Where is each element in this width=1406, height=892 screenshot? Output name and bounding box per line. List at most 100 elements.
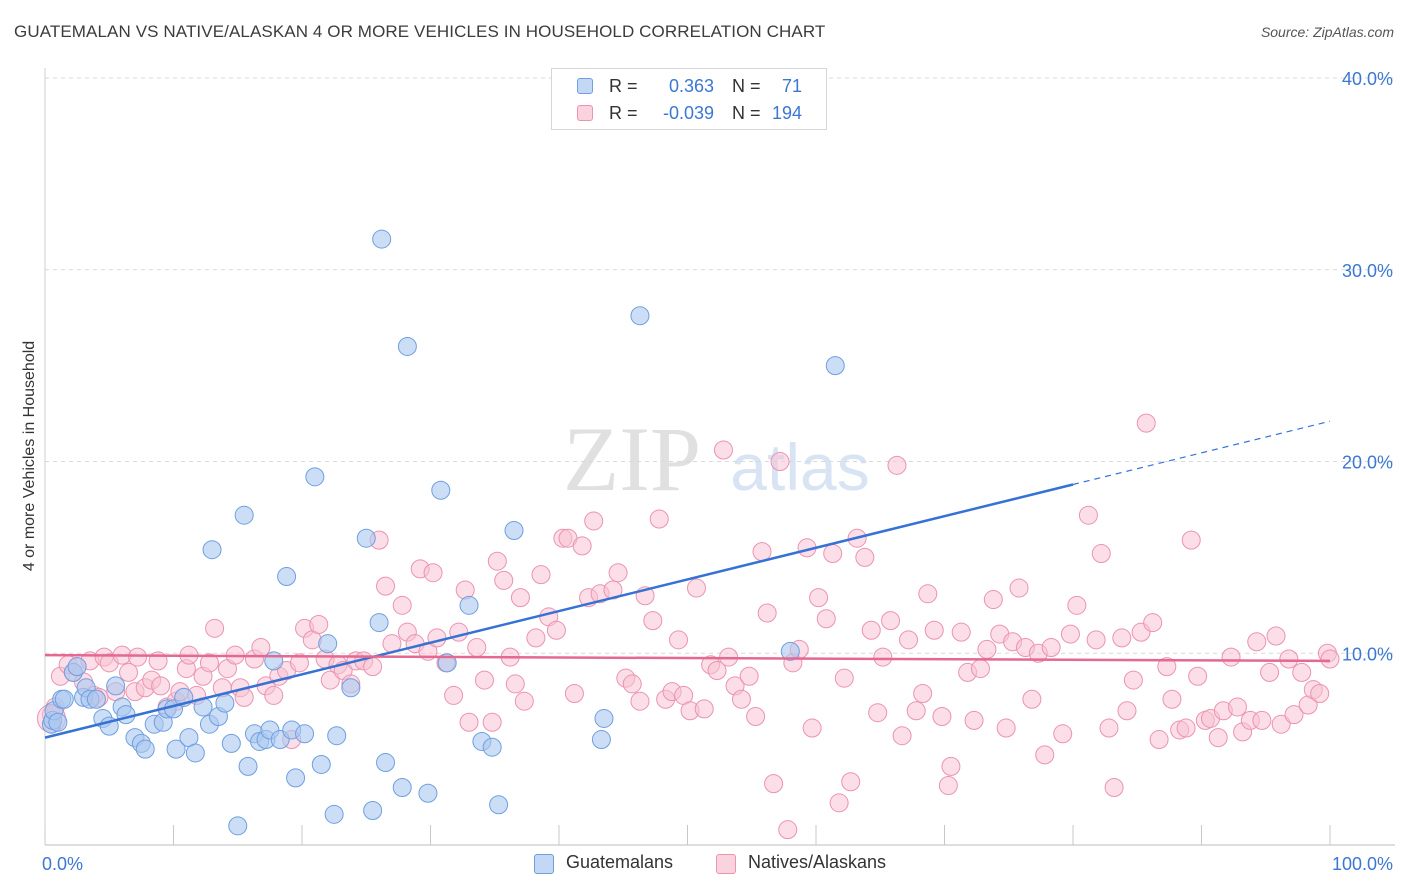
natives-point [1310, 684, 1330, 704]
guatemalans-point [202, 540, 222, 560]
guatemalans-point [106, 676, 126, 696]
natives-point [1123, 670, 1143, 690]
guatemalans-point [825, 356, 845, 376]
natives-point [1320, 649, 1340, 669]
guatemalans-point [221, 733, 241, 753]
natives-point [119, 662, 139, 682]
legend-n-value: 194 [771, 103, 802, 123]
natives-point [467, 637, 487, 657]
natives-point [1112, 628, 1132, 648]
natives-point [913, 684, 933, 704]
trend-lines [44, 420, 1331, 739]
natives-point [778, 820, 798, 840]
natives-point [1078, 505, 1098, 525]
natives-point [1279, 649, 1299, 669]
guatemalans-point [392, 777, 412, 797]
natives-point [1067, 595, 1087, 615]
natives-point [887, 455, 907, 475]
natives-point [1104, 777, 1124, 797]
legend-r-label: R = [609, 103, 638, 123]
natives-point [531, 565, 551, 585]
natives-point [834, 668, 854, 688]
natives-point [1292, 662, 1312, 682]
natives-point [739, 666, 759, 686]
natives-point [1284, 705, 1304, 725]
natives-point [1181, 530, 1201, 550]
natives-point [251, 637, 271, 657]
natives-point [746, 707, 766, 727]
guatemalans-point [369, 613, 389, 633]
natives-point [1176, 718, 1196, 738]
legend-r-value: -0.039 [662, 103, 714, 123]
legend-label: Natives/Alaskans [748, 852, 887, 872]
watermark: ZIP atlas [563, 408, 870, 510]
guatemalans-point [135, 739, 155, 759]
guatemalans-trend-extension [1072, 420, 1331, 486]
guatemalans-point [54, 689, 74, 709]
natives-point [151, 676, 171, 696]
natives-point [816, 609, 836, 629]
natives-point [510, 588, 530, 608]
guatemalans-point [166, 739, 186, 759]
natives-point [873, 647, 893, 667]
natives-point [564, 684, 584, 704]
natives-point [630, 691, 650, 711]
watermark-zip: ZIP [563, 408, 701, 510]
guatemalans-points [41, 229, 845, 836]
guatemalans-point [264, 651, 284, 671]
natives-point [823, 544, 843, 564]
natives-point [713, 440, 733, 460]
chart-title: GUATEMALAN VS NATIVE/ALASKAN 4 OR MORE V… [14, 22, 826, 41]
guatemalans-point [228, 816, 248, 836]
natives-point [1162, 689, 1182, 709]
natives-point [938, 776, 958, 796]
natives-point [622, 674, 642, 694]
natives-point [694, 699, 714, 719]
natives-point [1227, 697, 1247, 717]
guatemalans-point [277, 567, 297, 587]
natives-point [868, 703, 888, 723]
guatemalans-point [780, 641, 800, 661]
guatemalans-point [630, 306, 650, 326]
natives-point [1247, 632, 1267, 652]
natives-point [514, 691, 534, 711]
guatemalans-trend-line [44, 483, 1074, 739]
guatemalans-point [591, 730, 611, 750]
natives-point [941, 756, 961, 776]
natives-point [1035, 745, 1055, 765]
legend-swatch-blue [577, 78, 593, 94]
y-tick-label: 30.0% [1342, 261, 1393, 281]
natives-point [128, 647, 148, 667]
natives-point [1009, 578, 1029, 598]
tick-labels: 10.0% 20.0% 30.0% 40.0% 0.0% 100.0% [42, 69, 1393, 874]
natives-point [861, 620, 881, 640]
natives-point [1117, 701, 1137, 721]
natives-point [289, 653, 309, 673]
natives-point [643, 611, 663, 631]
natives-point [392, 595, 412, 615]
legend-r-label: R = [609, 76, 638, 96]
natives-point [1086, 630, 1106, 650]
natives-point [906, 701, 926, 721]
guatemalans-point [397, 336, 417, 356]
guatemalans-point [376, 753, 396, 773]
x-tick-label: 0.0% [42, 854, 83, 874]
legend-n-label: N = [732, 76, 761, 96]
y-tick-label: 40.0% [1342, 69, 1393, 89]
natives-point [572, 536, 592, 556]
source-label: Source: ZipAtlas.com [1260, 24, 1394, 40]
natives-point [757, 603, 777, 623]
natives-point [1221, 647, 1241, 667]
watermark-atlas: atlas [730, 430, 869, 504]
guatemalans-point [482, 737, 502, 757]
natives-point [899, 630, 919, 650]
natives-point [1099, 718, 1119, 738]
guatemalans-point [489, 795, 509, 815]
natives-point [459, 712, 479, 732]
natives-point [752, 542, 772, 562]
natives-point [802, 718, 822, 738]
natives-point [546, 620, 566, 640]
legend-swatch-pink [577, 105, 593, 121]
natives-point [205, 618, 225, 638]
legend-row-guatemalans: R = 0.363 N = 71 [552, 74, 826, 100]
